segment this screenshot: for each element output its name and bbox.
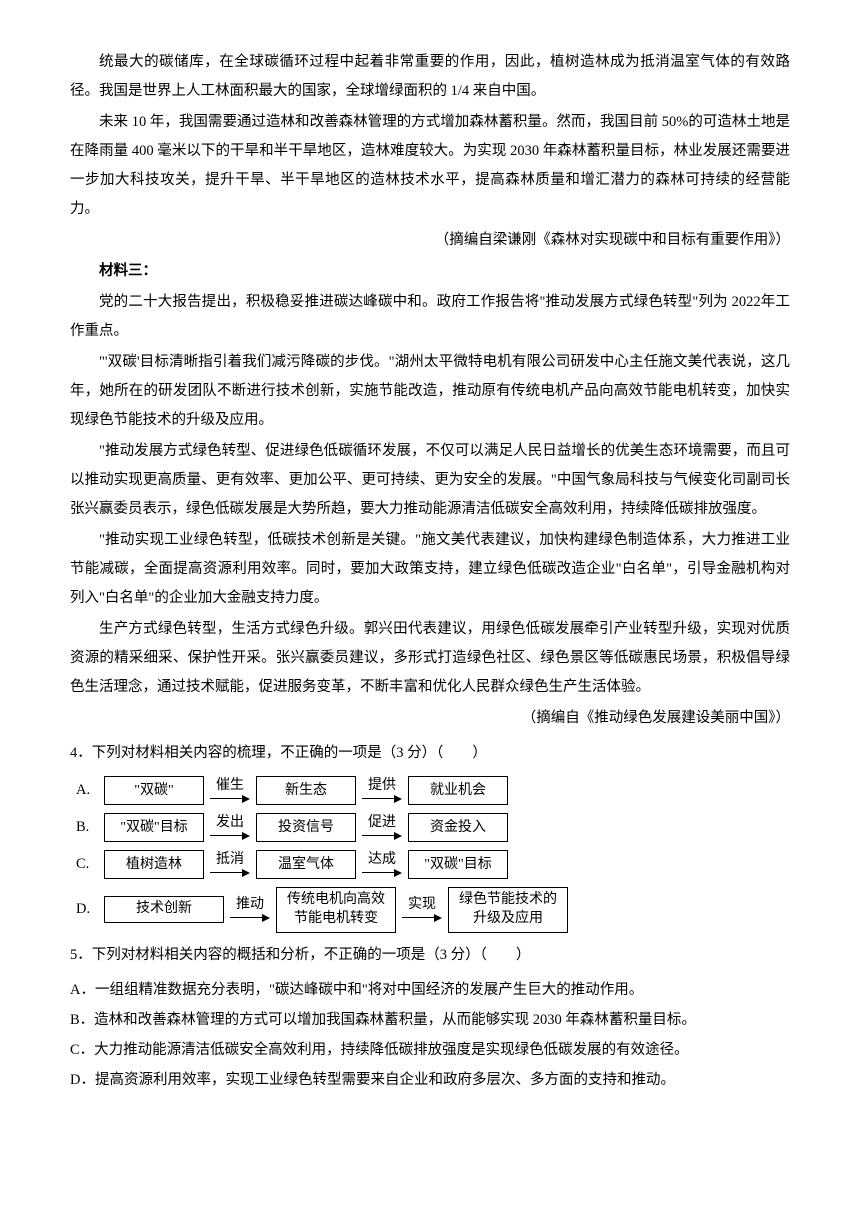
row-label: C. — [76, 850, 104, 879]
arrow-2: 实现 — [402, 898, 442, 922]
arrow-label: 催生 — [216, 779, 244, 793]
diagram-row-d: D.技术创新推动传统电机向高效节能电机转变实现绿色节能技术的升级及应用 — [70, 887, 790, 933]
source-2: （摘编自梁谦刚《森林对实现碳中和目标有重要作用》） — [70, 226, 790, 255]
arrow-label: 发出 — [216, 816, 244, 830]
arrow-label: 抵消 — [216, 853, 244, 867]
row-label: D. — [76, 895, 104, 924]
arrow-label: 推动 — [236, 898, 264, 912]
question-5: 5．下列对材料相关内容的概括和分析，不正确的一项是（3 分）（ ） — [70, 941, 790, 970]
box-2: 新生态 — [256, 776, 356, 805]
arrow-icon — [210, 795, 250, 803]
box-1: "双碳" — [104, 776, 204, 805]
row-label: A. — [76, 776, 104, 805]
option-5c: C．大力推动能源清洁低碳安全高效利用，持续降低碳排放强度是实现绿色低碳发展的有效… — [70, 1036, 790, 1065]
paragraph-3: 党的二十大报告提出，积极稳妥推进碳达峰碳中和。政府工作报告将"推动发展方式绿色转… — [70, 288, 790, 346]
arrow-icon — [362, 869, 402, 877]
paragraph-5: "推动发展方式绿色转型、促进绿色低碳循环发展，不仅可以满足人民日益增长的优美生态… — [70, 437, 790, 524]
arrow-label: 促进 — [368, 816, 396, 830]
paragraph-7: 生产方式绿色转型，生活方式绿色升级。郭兴田代表建议，用绿色低碳发展牵引产业转型升… — [70, 615, 790, 702]
arrow-2: 促进 — [362, 816, 402, 840]
arrow-icon — [362, 832, 402, 840]
question-4: 4．下列对材料相关内容的梳理，不正确的一项是（3 分）（ ） — [70, 739, 790, 768]
option-5b: B．造林和改善森林管理的方式可以增加我国森林蓄积量，从而能够实现 2030 年森… — [70, 1006, 790, 1035]
arrow-icon — [210, 832, 250, 840]
arrow-1: 抵消 — [210, 853, 250, 877]
diagram-row-b: B."双碳"目标发出投资信号促进资金投入 — [70, 813, 790, 842]
paragraph-1: 统最大的碳储库，在全球碳循环过程中起着非常重要的作用，因此，植树造林成为抵消温室… — [70, 48, 790, 106]
arrow-1: 发出 — [210, 816, 250, 840]
arrow-label: 提供 — [368, 779, 396, 793]
option-5a: A．一组组精准数据充分表明，"碳达峰碳中和"将对中国经济的发展产生巨大的推动作用… — [70, 976, 790, 1005]
box-1: 技术创新 — [104, 896, 224, 923]
arrow-icon — [230, 914, 270, 922]
option-5d: D．提高资源利用效率，实现工业绿色转型需要来自企业和政府多层次、多方面的支持和推… — [70, 1066, 790, 1095]
diagram-row-a: A."双碳" 催生新生态提供就业机会 — [70, 776, 790, 805]
arrow-label: 实现 — [408, 898, 436, 912]
arrow-label: 达成 — [368, 853, 396, 867]
source-3: （摘编自《推动绿色发展建设美丽中国》） — [70, 704, 790, 733]
arrow-icon — [402, 914, 442, 922]
diagram-options: A."双碳"催生新生态提供就业机会B."双碳"目标发出投资信号促进资金投入C.植… — [70, 776, 790, 933]
paragraph-2: 未来 10 年，我国需要通过造林和改善森林管理的方式增加森林蓄积量。然而，我国目… — [70, 108, 790, 224]
box-2: 温室气体 — [256, 850, 356, 879]
box-3: 就业机会 — [408, 776, 508, 805]
box-1: "双碳"目标 — [104, 813, 204, 842]
box-1: 植树造林 — [104, 850, 204, 879]
arrow-icon — [210, 869, 250, 877]
section-title-3: 材料三： — [70, 257, 790, 286]
row-label: B. — [76, 813, 104, 842]
box-2: 传统电机向高效节能电机转变 — [276, 887, 396, 933]
arrow-1: 催生 — [210, 779, 250, 803]
box-3: 资金投入 — [408, 813, 508, 842]
arrow-icon — [362, 795, 402, 803]
box-3: 绿色节能技术的升级及应用 — [448, 887, 568, 933]
box-2: 投资信号 — [256, 813, 356, 842]
paragraph-6: "推动实现工业绿色转型，低碳技术创新是关键。"施文美代表建议，加快构建绿色制造体… — [70, 526, 790, 613]
arrow-1: 推动 — [230, 898, 270, 922]
arrow-2: 达成 — [362, 853, 402, 877]
paragraph-4: "'双碳'目标清晰指引着我们减污降碳的步伐。"湖州太平微特电机有限公司研发中心主… — [70, 348, 790, 435]
arrow-2: 提供 — [362, 779, 402, 803]
diagram-row-c: C.植树造林抵消温室气体达成 "双碳"目标 — [70, 850, 790, 879]
box-3: "双碳"目标 — [408, 850, 508, 879]
